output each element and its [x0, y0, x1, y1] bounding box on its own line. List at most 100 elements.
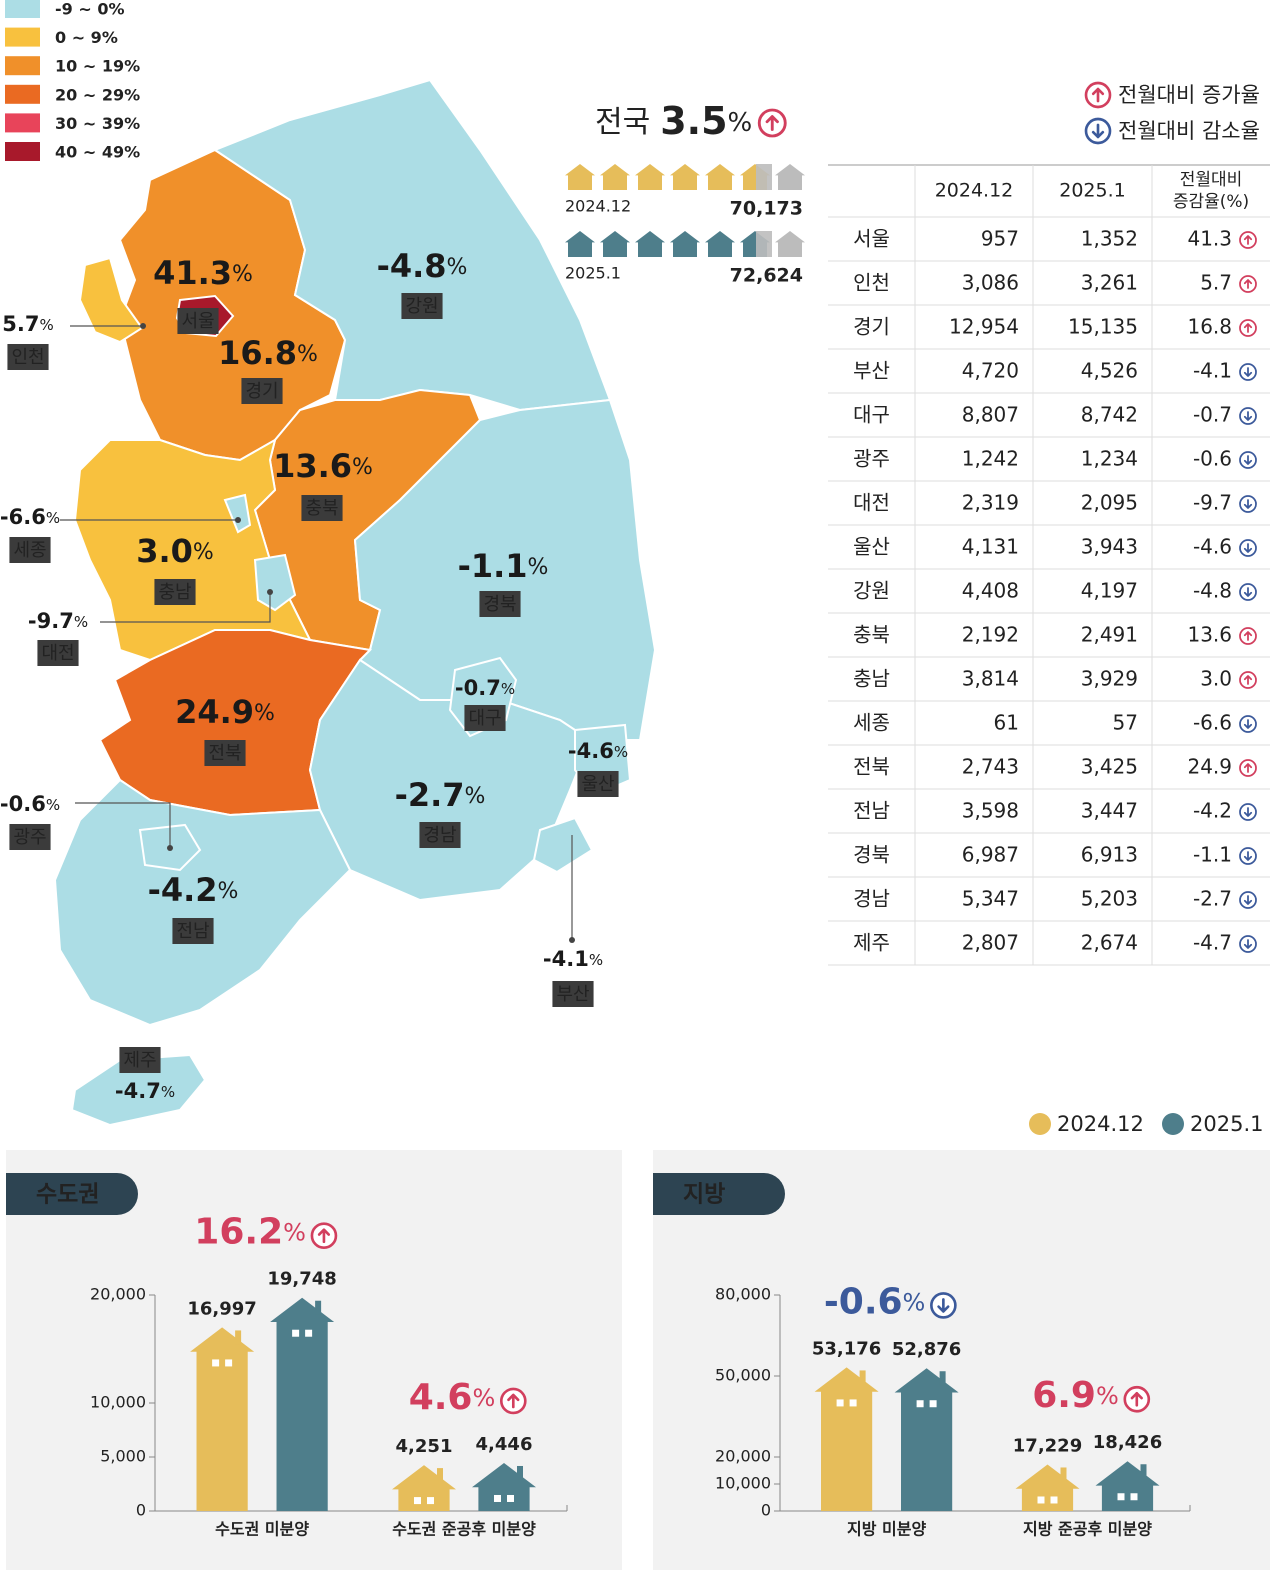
period-total: 70,173: [730, 198, 803, 220]
region-name: 경기: [245, 381, 278, 402]
region-name: 인천: [11, 347, 44, 368]
region-name: 경남: [423, 825, 456, 846]
chimney: [315, 1300, 322, 1315]
table-prev: 2,807: [962, 931, 1019, 955]
table-curr: 3,447: [1081, 799, 1138, 823]
change-icon-arrow: [1091, 87, 1105, 103]
legend-swatch: [5, 56, 40, 76]
table-region: 울산: [853, 535, 890, 559]
map-value-number: -2.7: [395, 776, 465, 814]
y-tick-label: 50,000: [715, 1366, 771, 1385]
change-legend-up: 전월대비 증가율: [1118, 83, 1260, 107]
region-name-box: [552, 981, 594, 1007]
legend-marker: [1162, 1113, 1184, 1135]
table-change: -4.2: [1193, 799, 1232, 823]
change-icon-arrow: [1243, 323, 1253, 333]
change-annotation: -0.6%: [824, 1281, 926, 1322]
window: [414, 1497, 421, 1505]
map-value: -4.1%: [543, 947, 603, 971]
table-region: 경북: [853, 843, 890, 867]
table-prev: 3,086: [962, 271, 1019, 295]
change-value: 4.6: [409, 1377, 473, 1418]
window: [929, 1400, 937, 1408]
table-curr: 15,135: [1068, 315, 1138, 339]
table-region: 충남: [853, 667, 890, 691]
change-icon-arrow: [1243, 279, 1253, 289]
change-icon-arrow: [1243, 543, 1253, 553]
legend-marker: [1029, 1113, 1051, 1135]
callout-dot: [167, 845, 173, 851]
table-prev: 6,987: [962, 843, 1019, 867]
table-region: 대구: [853, 403, 890, 427]
legend-swatch: [5, 113, 40, 133]
table-region: 세종: [853, 711, 890, 735]
national-unit: %: [728, 108, 753, 138]
region-name-box: [577, 771, 619, 797]
change-annotation: 16.2%: [194, 1212, 306, 1253]
table-region: 전북: [853, 755, 890, 779]
table-curr: 1,352: [1081, 227, 1138, 251]
bar: [814, 1367, 879, 1511]
table-prev: 61: [994, 711, 1019, 735]
map-value: -6.6%: [0, 505, 60, 529]
table-change: 24.9: [1187, 755, 1232, 779]
house-icon: [635, 164, 665, 190]
window: [212, 1359, 220, 1367]
legend-label: 30 ~ 39%: [55, 114, 140, 133]
title-tab: [653, 1173, 785, 1215]
house-icon: [600, 164, 630, 190]
table-prev: 12,954: [949, 315, 1019, 339]
chimney: [859, 1370, 866, 1385]
table-curr: 4,197: [1081, 579, 1138, 603]
window: [427, 1497, 434, 1505]
data-label: 16,997: [187, 1298, 256, 1319]
table-region: 제주: [853, 931, 890, 955]
region-name: 충북: [305, 498, 338, 519]
map-value-number: -4.7: [115, 1079, 161, 1103]
change-annotation: 6.9%: [1032, 1375, 1119, 1416]
table-curr: 2,674: [1081, 931, 1138, 955]
window: [494, 1494, 501, 1502]
bar: [1015, 1464, 1080, 1511]
data-label: 19,748: [267, 1269, 336, 1290]
house-icon: [565, 231, 595, 257]
map-value-number: -9.7: [28, 609, 74, 633]
house-icon: [635, 231, 665, 257]
table-prev: 5,347: [962, 887, 1019, 911]
data-label: 4,251: [396, 1436, 453, 1457]
house-icon-empty: [756, 231, 772, 257]
region-name-box: [401, 293, 443, 319]
map-value-unit: %: [501, 680, 515, 698]
table-prev: 2,743: [962, 755, 1019, 779]
table-prev: 957: [981, 227, 1019, 251]
change-value: -0.6: [824, 1281, 903, 1322]
map-value-unit: %: [161, 1083, 175, 1101]
map-value-number: 41.3: [153, 254, 232, 292]
table-curr: 6,913: [1081, 843, 1138, 867]
map-value-number: -0.7: [455, 676, 501, 700]
y-tick-label: 20,000: [90, 1285, 146, 1304]
window: [1117, 1493, 1125, 1501]
window: [836, 1399, 844, 1407]
table-region: 경남: [853, 887, 890, 911]
table-prev: 2,319: [962, 491, 1019, 515]
panel-background: [653, 1150, 1270, 1570]
table-curr: 2,491: [1081, 623, 1138, 647]
table-prev: 3,598: [962, 799, 1019, 823]
bar: [270, 1297, 335, 1511]
region-name: 경북: [483, 594, 516, 615]
map-value-number: -4.8: [377, 247, 447, 285]
table-change: 13.6: [1187, 623, 1232, 647]
legend-label: 40 ~ 49%: [55, 143, 140, 162]
chimney: [517, 1465, 523, 1480]
chart-title: 수도권: [36, 1182, 99, 1208]
map-value-unit: %: [46, 796, 60, 814]
change-unit: %: [472, 1384, 495, 1412]
table-prev: 4,408: [962, 579, 1019, 603]
table-prev: 3,814: [962, 667, 1019, 691]
legend-label: 2025.1: [1190, 1112, 1263, 1136]
period-label: 2025.1: [565, 264, 621, 283]
map-value: -2.7%: [395, 776, 486, 814]
map-value-unit: %: [447, 255, 468, 280]
